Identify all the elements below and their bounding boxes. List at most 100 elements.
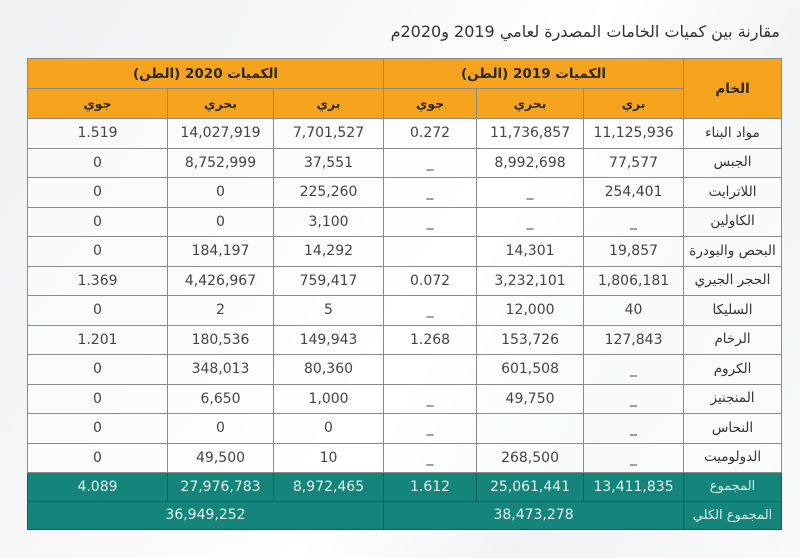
table-row: النحاس _ _ 0 0 0 bbox=[26, 413, 783, 444]
cell-2019-sea: 153,726 bbox=[476, 324, 585, 355]
row-name: الدولوميت bbox=[683, 442, 783, 473]
cell-2019-land: _ bbox=[583, 442, 685, 473]
cell-2020-sea: 180,536 bbox=[167, 324, 275, 355]
cell-2020-air: 0 bbox=[26, 147, 169, 178]
table-row: السليكا 40 12,000 _ 5 2 0 bbox=[26, 295, 783, 326]
table-row: الرخام 127,843 153,726 1.268 149,943 180… bbox=[26, 324, 783, 355]
cell-2020-air: 0 bbox=[26, 383, 169, 414]
cell-2020-sea: 0 bbox=[167, 206, 275, 237]
cell-2019-air: 0.272 bbox=[383, 118, 478, 149]
total-label: المجموع bbox=[683, 472, 783, 502]
cell-2019-air: _ bbox=[383, 206, 478, 237]
row-name: الكاولين bbox=[683, 206, 783, 237]
header-2019: الكميات 2019 (الطن) bbox=[383, 58, 685, 89]
cell-2019-sea: _ bbox=[476, 206, 585, 237]
row-name: السليكا bbox=[683, 295, 783, 326]
total-2020-land: 8,972,465 bbox=[273, 472, 385, 502]
cell-2020-land: 1,000 bbox=[273, 383, 385, 414]
header-2020: الكميات 2020 (الطن) bbox=[26, 58, 385, 89]
cell-2020-sea: 6,650 bbox=[167, 383, 275, 414]
total-2019-air: 1.612 bbox=[383, 472, 478, 502]
cell-2020-sea: 184,197 bbox=[167, 236, 275, 267]
cell-2019-land: 19,857 bbox=[583, 236, 685, 267]
cell-2019-air bbox=[383, 354, 478, 385]
cell-2019-air: _ bbox=[383, 413, 478, 444]
table-row: الكاولين _ _ _ 3,100 0 0 bbox=[26, 206, 783, 237]
header-row-years: الخام الكميات 2019 (الطن) الكميات 2020 (… bbox=[26, 58, 783, 119]
cell-2020-air: 0 bbox=[26, 206, 169, 237]
cell-2020-air: 0 bbox=[26, 413, 169, 444]
cell-2020-land: 225,260 bbox=[273, 177, 385, 208]
header-2020-land: بري bbox=[273, 88, 385, 119]
total-2020-air: 4.089 bbox=[26, 472, 169, 502]
row-name: الكروم bbox=[683, 354, 783, 385]
cell-2020-land: 3,100 bbox=[273, 206, 385, 237]
cell-2020-sea: 4,426,967 bbox=[167, 265, 275, 296]
cell-2019-air bbox=[383, 236, 478, 267]
cell-2020-land: 149,943 bbox=[273, 324, 385, 355]
cell-2020-land: 37,551 bbox=[273, 147, 385, 178]
cell-2020-air: 0 bbox=[26, 295, 169, 326]
cell-2020-land: 0 bbox=[273, 413, 385, 444]
cell-2020-air: 0 bbox=[26, 236, 169, 267]
header-2019-land: بري bbox=[583, 88, 685, 119]
cell-2019-air: _ bbox=[383, 442, 478, 473]
table-row: البحص والبودرة 19,857 14,301 14,292 184,… bbox=[26, 236, 783, 267]
cell-2020-land: 7,701,527 bbox=[273, 118, 385, 149]
table-row: المنجنيز _ 49,750 _ 1,000 6,650 0 bbox=[26, 383, 783, 414]
header-row-modes: بري بحري جوي بري بحري جوي bbox=[26, 88, 782, 119]
cell-2019-sea: 3,232,101 bbox=[476, 265, 585, 296]
cell-2019-air: 0.072 bbox=[383, 265, 478, 296]
cell-2019-sea bbox=[476, 413, 585, 444]
cell-2019-sea: 12,000 bbox=[476, 295, 585, 326]
cell-2019-sea: 8,992,698 bbox=[476, 147, 585, 178]
cell-2020-air: 0 bbox=[26, 177, 169, 208]
cell-2020-air: 1.201 bbox=[26, 324, 169, 355]
table-row: مواد البناء 11,125,936 11,736,857 0.272 … bbox=[26, 118, 783, 149]
cell-2020-sea: 14,027,919 bbox=[167, 118, 275, 149]
cell-2020-air: 1.369 bbox=[26, 265, 169, 296]
cell-2020-sea: 49,500 bbox=[167, 442, 275, 473]
header-2020-sea: بحري bbox=[167, 88, 275, 119]
cell-2019-sea: _ bbox=[476, 177, 585, 208]
cell-2019-air: _ bbox=[383, 177, 478, 208]
cell-2019-land: _ bbox=[583, 383, 685, 414]
page-title: مقارنة بين كميات الخامات المصدرة لعامي 2… bbox=[390, 22, 780, 41]
cell-2019-land: 40 bbox=[583, 295, 685, 326]
cell-2020-sea: 0 bbox=[167, 413, 275, 444]
cell-2020-sea: 2 bbox=[167, 295, 275, 326]
cell-2019-sea: 14,301 bbox=[476, 236, 585, 267]
header-2019-air: جوي bbox=[383, 88, 478, 119]
cell-2019-sea: 268,500 bbox=[476, 442, 585, 473]
cell-2019-sea: 601,508 bbox=[476, 354, 585, 385]
row-name: اللاترايت bbox=[683, 177, 783, 208]
table-row: اللاترايت 254,401 _ _ 225,260 0 0 bbox=[26, 177, 783, 208]
header-2019-sea: بحري bbox=[476, 88, 585, 119]
exports-comparison-table: الخام الكميات 2019 (الطن) الكميات 2020 (… bbox=[26, 58, 783, 530]
cell-2019-land: _ bbox=[583, 354, 685, 385]
total-2019-sea: 25,061,441 bbox=[476, 472, 585, 502]
cell-2020-sea: 348,013 bbox=[167, 354, 275, 385]
cell-2019-land: 1,806,181 bbox=[583, 265, 685, 296]
cell-2019-sea: 49,750 bbox=[476, 383, 585, 414]
row-name: النحاس bbox=[683, 413, 783, 444]
header-raw-material: الخام bbox=[683, 58, 783, 119]
cell-2019-sea: 11,736,857 bbox=[476, 118, 585, 149]
cell-2019-land: _ bbox=[583, 413, 685, 444]
cell-2020-sea: 8,752,999 bbox=[167, 147, 275, 178]
cell-2020-air: 0 bbox=[26, 442, 169, 473]
total-2020-sea: 27,976,783 bbox=[167, 472, 275, 502]
row-name: الجبس bbox=[683, 147, 783, 178]
row-name: الرخام bbox=[683, 324, 783, 355]
grand-total-row: المجموع الكلي 38,473,278 36,949,252 bbox=[26, 500, 783, 530]
total-2019-land: 13,411,835 bbox=[583, 472, 685, 502]
cell-2020-land: 80,360 bbox=[273, 354, 385, 385]
row-name: الحجر الجيري bbox=[683, 265, 783, 296]
row-name: البحص والبودرة bbox=[683, 236, 783, 267]
cell-2020-sea: 0 bbox=[167, 177, 275, 208]
cell-2020-land: 5 bbox=[273, 295, 385, 326]
table-row: الدولوميت _ 268,500 _ 10 49,500 0 bbox=[26, 442, 783, 473]
grand-total-label: المجموع الكلي bbox=[683, 500, 783, 530]
cell-2019-land: 77,577 bbox=[583, 147, 685, 178]
cell-2019-air: _ bbox=[383, 295, 478, 326]
